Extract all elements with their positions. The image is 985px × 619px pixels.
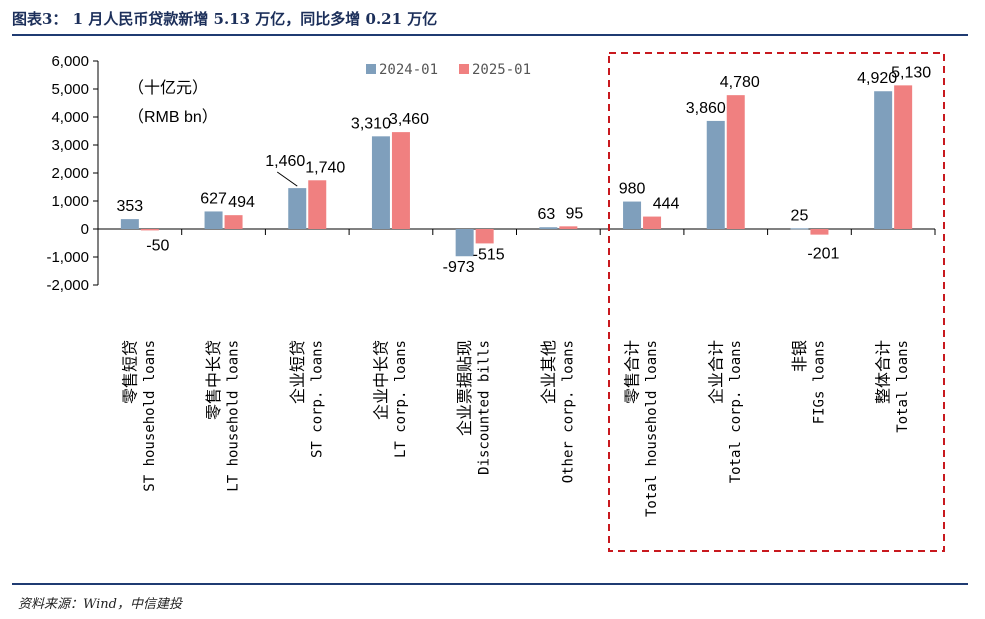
category-label-en-5: Other corp. loans bbox=[560, 340, 576, 483]
bar-2024-01-8 bbox=[790, 228, 809, 230]
unit-label-cn: （十亿元） bbox=[128, 79, 208, 97]
category-label-en-9: Total loans bbox=[895, 340, 911, 433]
category-label-cn-6: 零售合计 bbox=[623, 340, 642, 404]
category-label-cn-5: 企业其他 bbox=[539, 340, 558, 404]
bar-2024-01-3 bbox=[371, 136, 390, 229]
category-label-cn-8: 非银 bbox=[790, 340, 809, 372]
legend-swatch-1 bbox=[459, 64, 469, 74]
category-label-cn-1: 零售中长贷 bbox=[204, 340, 223, 420]
data-label-2025-01-0: -50 bbox=[146, 237, 169, 254]
category-label-cn-0: 零售短贷 bbox=[120, 340, 139, 404]
y-tick-label: 4,000 bbox=[51, 109, 89, 126]
data-label-2024-01-9: 4,920 bbox=[857, 70, 897, 87]
y-tick-label: 5,000 bbox=[51, 81, 89, 98]
bar-2024-01-0 bbox=[120, 219, 139, 229]
bar-2024-01-4 bbox=[455, 229, 474, 257]
y-tick-label: 1,000 bbox=[51, 193, 89, 210]
category-label-en-6: Total household loans bbox=[644, 340, 660, 517]
category-label-en-7: Total corp. loans bbox=[728, 340, 744, 483]
data-label-2025-01-3: 3,460 bbox=[389, 111, 429, 128]
y-tick-label: -1,000 bbox=[46, 249, 89, 266]
y-tick-label: 2,000 bbox=[51, 165, 89, 182]
category-label-cn-2: 企业短贷 bbox=[288, 340, 307, 404]
unit-label-en: （RMB bn） bbox=[128, 108, 218, 126]
data-label-2025-01-2: 1,740 bbox=[305, 159, 345, 176]
top-rule bbox=[12, 34, 968, 36]
data-label-2024-01-8: 25 bbox=[791, 207, 809, 224]
y-tick-label: 0 bbox=[81, 221, 89, 238]
y-tick-label: 3,000 bbox=[51, 137, 89, 154]
figure-title: 图表3： 1 月人民币贷款新增 5.13 万亿，同比多增 0.21 万亿 bbox=[12, 10, 438, 28]
loans-bar-chart: -2,000 -1,000 0 1,000 2,000 3,000 4,000 5,000 6,… bbox=[46, 52, 945, 552]
category-label-en-1: LT household loans bbox=[226, 340, 242, 492]
data-label-2025-01-9: 5,130 bbox=[891, 64, 931, 81]
data-label-2025-01-5: 95 bbox=[565, 205, 583, 222]
bar-2024-01-2 bbox=[288, 188, 307, 229]
data-label-2024-01-6: 980 bbox=[619, 181, 646, 198]
category-label-en-8: FIGs loans bbox=[811, 340, 827, 424]
category-label-cn-4: 企业票据贴现 bbox=[455, 340, 474, 436]
legend-label-1: 2025-01 bbox=[472, 62, 531, 78]
bar-2025-01-5 bbox=[559, 226, 578, 229]
category-label-en-0: ST household loans bbox=[142, 340, 158, 492]
data-label-2024-01-1: 627 bbox=[200, 190, 227, 207]
bar-2025-01-9 bbox=[894, 85, 913, 229]
data-label-2025-01-8: -201 bbox=[807, 246, 839, 263]
data-label-2025-01-6: 444 bbox=[653, 196, 680, 213]
bottom-rule bbox=[12, 583, 968, 585]
category-label-cn-7: 企业合计 bbox=[706, 340, 725, 404]
data-label-2024-01-3: 3,310 bbox=[351, 115, 391, 132]
category-label-cn-9: 整体合计 bbox=[874, 340, 893, 404]
bar-2025-01-4 bbox=[475, 229, 494, 244]
category-label-cn-3: 企业中长贷 bbox=[371, 340, 390, 420]
data-label-2025-01-1: 494 bbox=[228, 194, 255, 211]
legend-swatch-0 bbox=[366, 64, 376, 74]
bar-2024-01-7 bbox=[706, 120, 725, 229]
y-tick-label: -2,000 bbox=[46, 277, 89, 294]
data-label-2025-01-4: -515 bbox=[473, 246, 505, 263]
data-label-2025-01-7: 4,780 bbox=[720, 74, 760, 91]
category-label-en-3: LT corp. loans bbox=[393, 340, 409, 458]
source-note: 资料来源：Wind，中信建投 bbox=[18, 597, 182, 612]
data-label-2024-01-5: 63 bbox=[537, 206, 555, 223]
data-label-2024-01-0: 353 bbox=[116, 198, 143, 215]
data-label-2024-01-2: 1,460 bbox=[265, 153, 305, 170]
category-label-en-2: ST corp. loans bbox=[309, 340, 325, 458]
bar-2024-01-5 bbox=[539, 227, 558, 229]
bar-2025-01-6 bbox=[643, 216, 662, 229]
highlight-box bbox=[608, 52, 945, 552]
bar-2025-01-3 bbox=[391, 132, 410, 229]
bar-2025-01-0 bbox=[140, 229, 159, 231]
category-label-en-4: Discounted bills bbox=[477, 340, 493, 475]
bar-2025-01-7 bbox=[726, 95, 745, 229]
bar-2024-01-6 bbox=[623, 201, 642, 229]
label-leader-line bbox=[276, 171, 298, 187]
bar-2025-01-8 bbox=[810, 229, 829, 235]
data-label-2024-01-4: -973 bbox=[443, 259, 475, 276]
y-tick-label: 6,000 bbox=[51, 53, 89, 70]
legend-label-0: 2024-01 bbox=[379, 62, 438, 78]
bar-2024-01-9 bbox=[874, 91, 893, 230]
bar-2025-01-1 bbox=[224, 215, 243, 229]
bar-2025-01-2 bbox=[308, 180, 327, 229]
bar-2024-01-1 bbox=[204, 211, 223, 229]
data-label-2024-01-7: 3,860 bbox=[686, 100, 726, 117]
